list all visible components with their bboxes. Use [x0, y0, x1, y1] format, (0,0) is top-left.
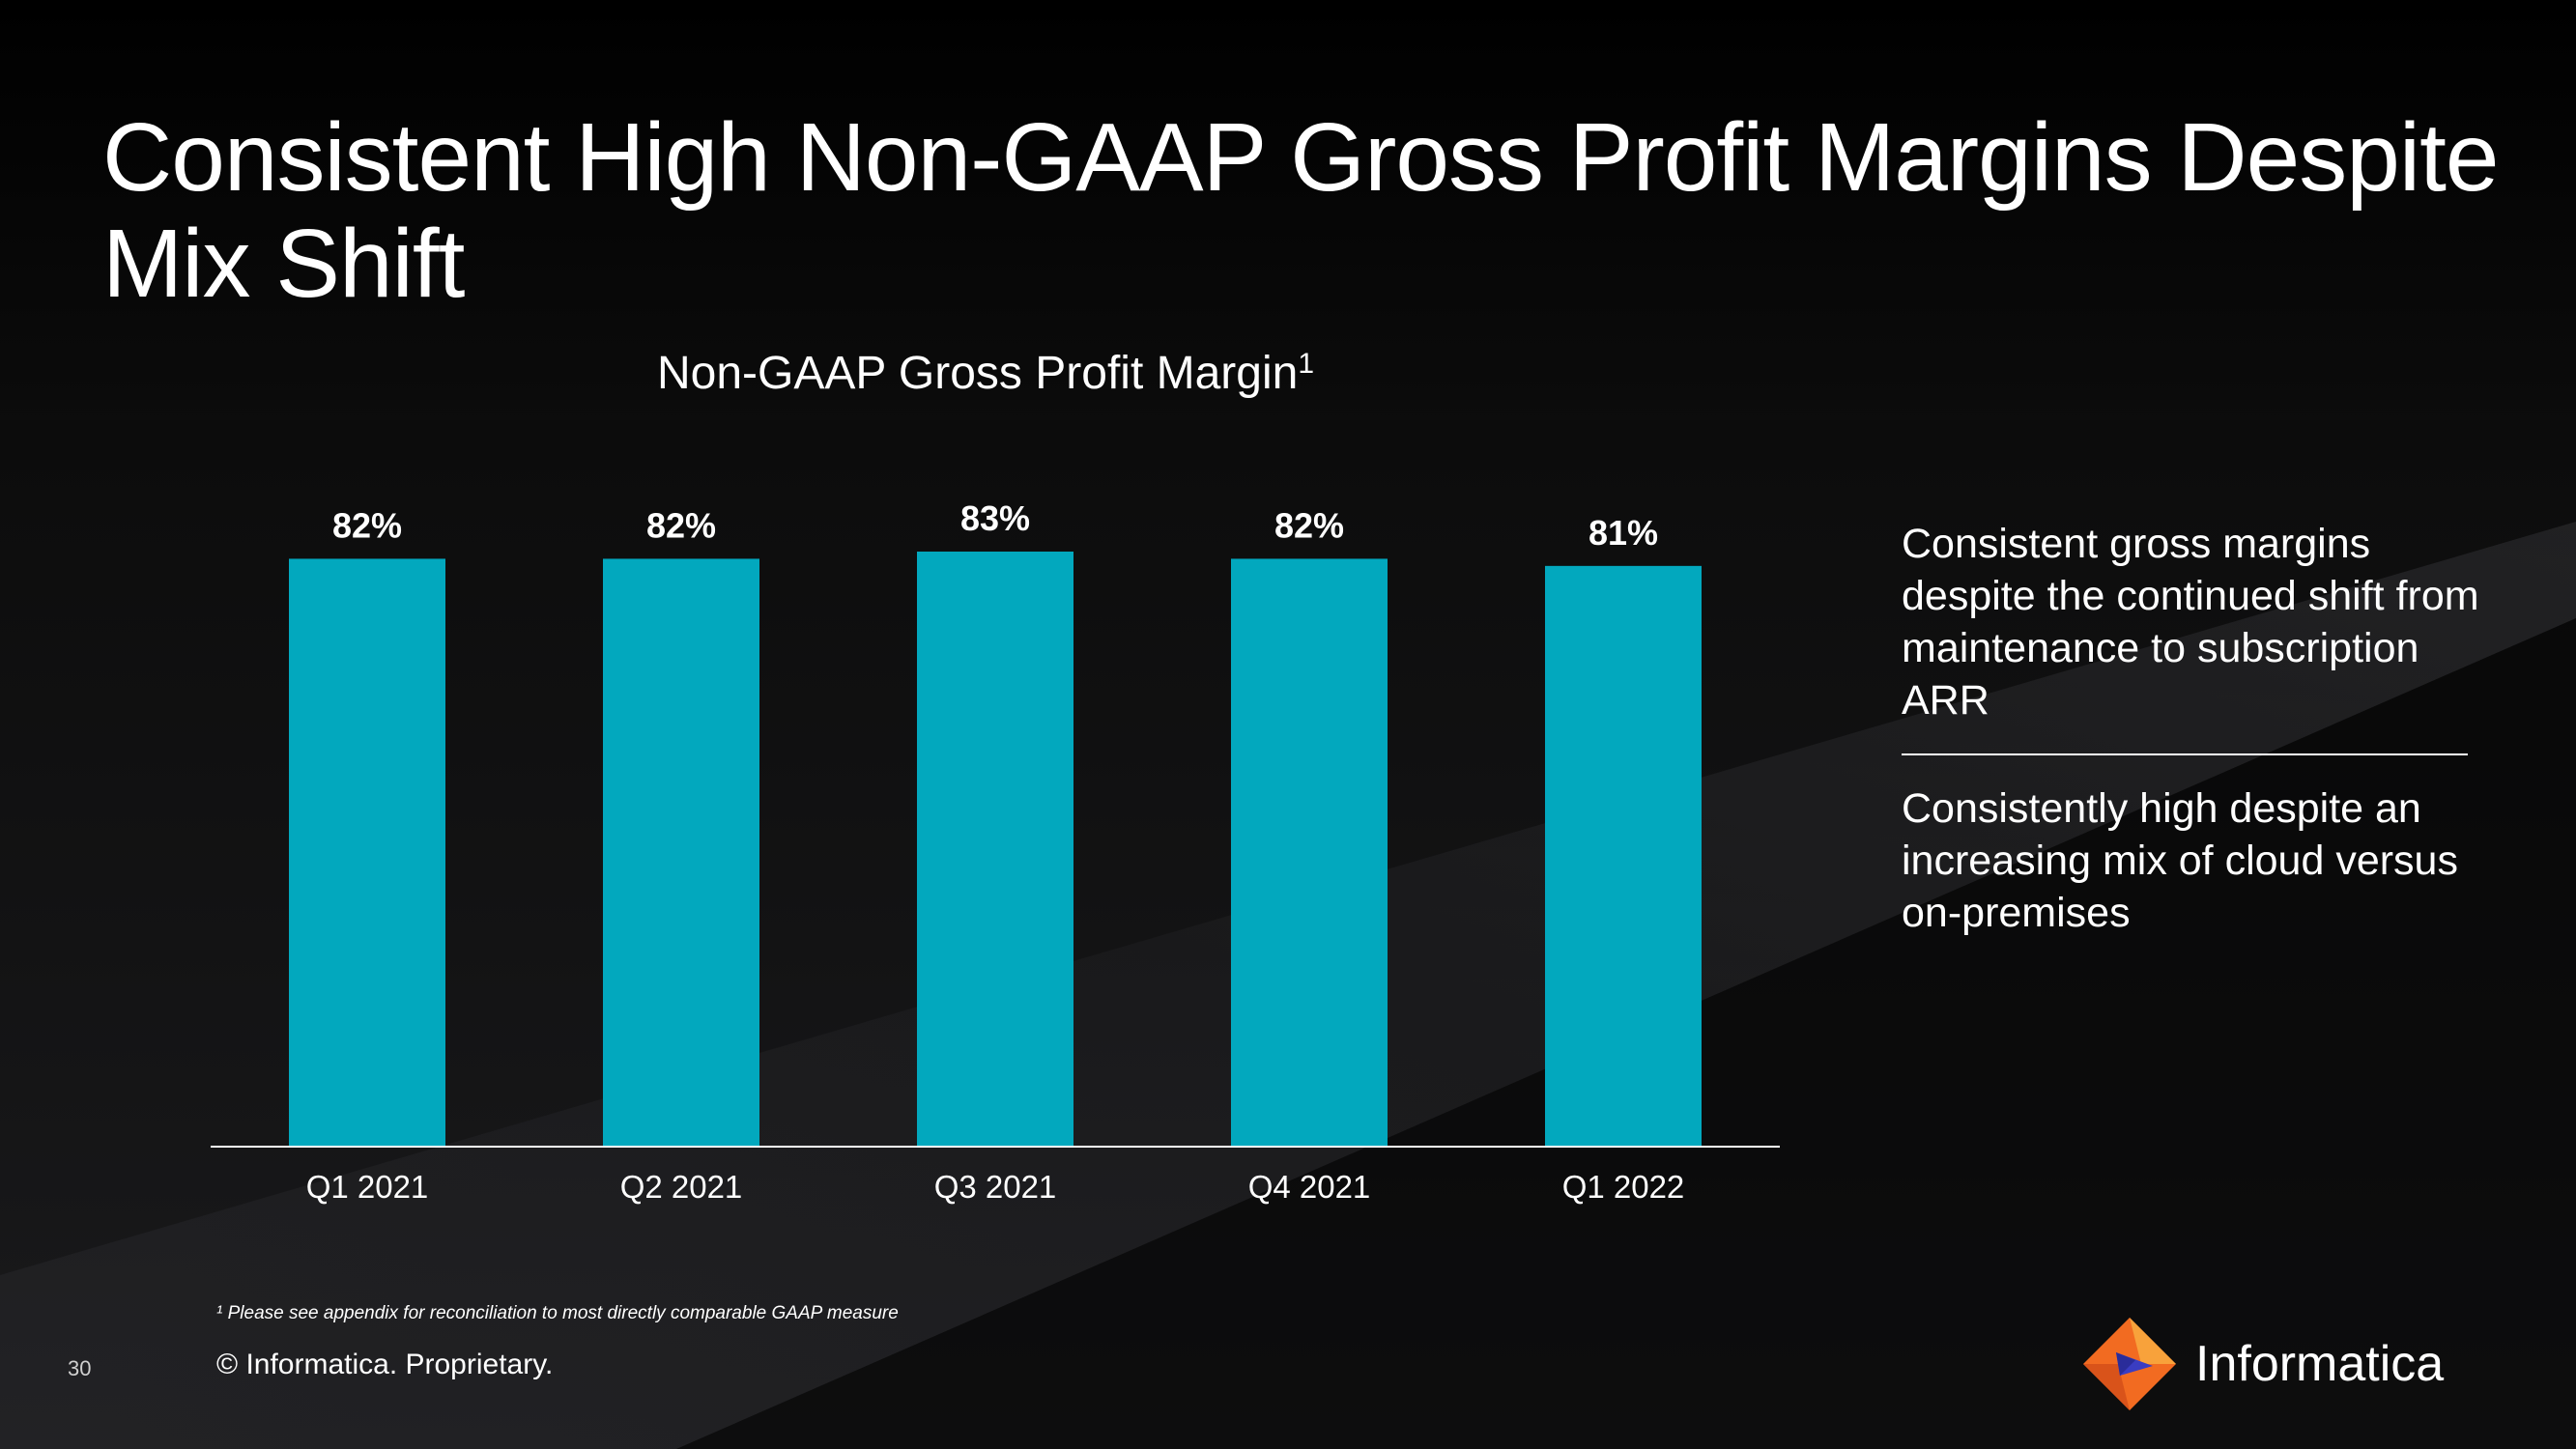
- x-tick-label-3: Q3 2021: [934, 1169, 1057, 1205]
- chart-title-superscript: 1: [1298, 348, 1314, 380]
- bar-3: [917, 552, 1073, 1147]
- x-tick-labels-group: Q1 2021 Q2 2021 Q3 2021 Q4 2021 Q1 2022: [306, 1169, 1685, 1205]
- value-label-2: 82%: [646, 505, 716, 545]
- value-label-1: 82%: [332, 505, 402, 545]
- footnote: ¹ Please see appendix for reconciliation…: [216, 1303, 899, 1323]
- value-label-4: 82%: [1274, 505, 1344, 545]
- x-tick-label-1: Q1 2021: [306, 1169, 429, 1205]
- bar-2: [603, 558, 759, 1147]
- value-label-3: 83%: [960, 498, 1030, 538]
- x-tick-label-2: Q2 2021: [620, 1169, 743, 1205]
- copyright: © Informatica. Proprietary.: [216, 1349, 554, 1380]
- chart-title: Non-GAAP Gross Profit Margin1: [657, 348, 1314, 399]
- page-number: 30: [68, 1356, 92, 1380]
- chart-title-text: Non-GAAP Gross Profit Margin: [657, 348, 1298, 399]
- bar-5: [1545, 565, 1702, 1147]
- side-divider: [1902, 753, 2468, 755]
- brand-logo: Informatica: [2081, 1316, 2444, 1412]
- slide-title: Consistent High Non-GAAP Gross Profit Ma…: [102, 103, 2499, 318]
- x-tick-label-5: Q1 2022: [1562, 1169, 1685, 1205]
- informatica-logo-icon: [2083, 1318, 2176, 1410]
- bars-group: [289, 552, 1702, 1147]
- bar-1: [289, 558, 445, 1147]
- bar-4: [1231, 558, 1388, 1147]
- value-label-5: 81%: [1589, 513, 1658, 553]
- side-point-2: Consistently high despite an increasing …: [1902, 785, 2458, 936]
- x-tick-label-4: Q4 2021: [1248, 1169, 1371, 1205]
- value-labels-group: 82% 82% 83% 82% 81%: [332, 498, 1658, 553]
- side-point-1: Consistent gross margins despite the con…: [1902, 521, 2479, 724]
- brand-name: Informatica: [2195, 1336, 2445, 1392]
